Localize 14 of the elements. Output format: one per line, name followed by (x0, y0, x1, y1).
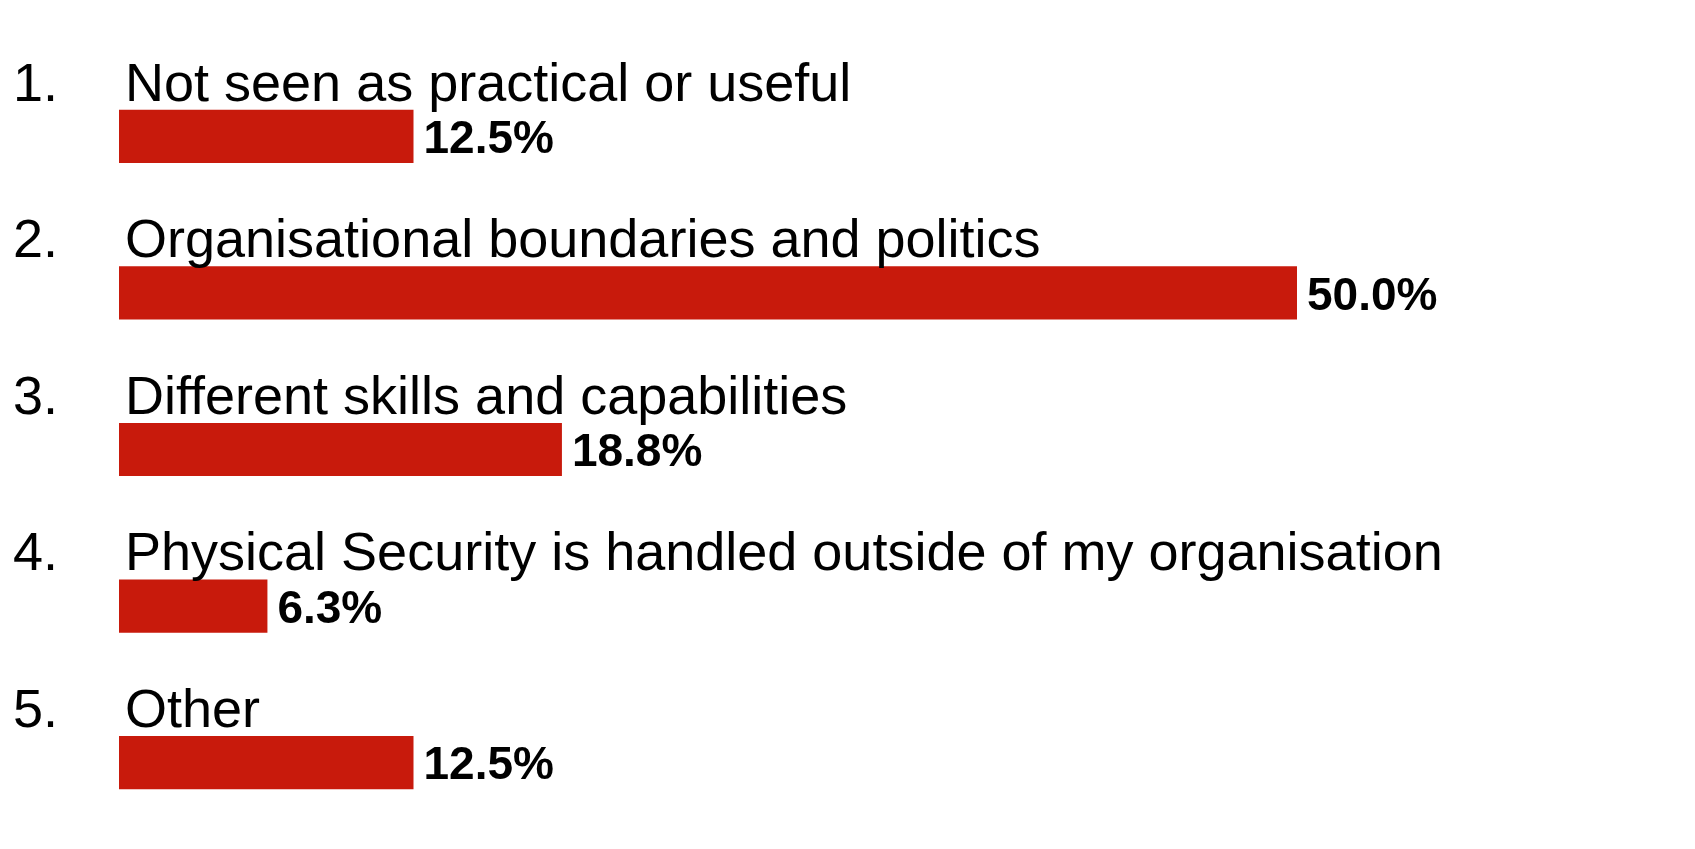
bar (119, 736, 414, 790)
bar (119, 109, 414, 163)
category-label: 3. Different skills and capabilities (13, 364, 848, 425)
bar (119, 422, 562, 477)
bar (119, 266, 1297, 320)
bar (119, 579, 268, 633)
data-label: 50.0% (1307, 267, 1438, 320)
data-label: 18.8% (571, 424, 703, 477)
category-label: 5. Other (13, 678, 261, 739)
category-label: 2. Organisational boundaries and politics (13, 208, 1041, 269)
data-label: 6.3% (277, 580, 383, 633)
category-label: 4. Physical Security is handled outside of my organisation (13, 521, 1443, 582)
data-label: 12.5% (423, 737, 554, 790)
category-label: 1. Not seen as practical or useful (13, 51, 852, 112)
